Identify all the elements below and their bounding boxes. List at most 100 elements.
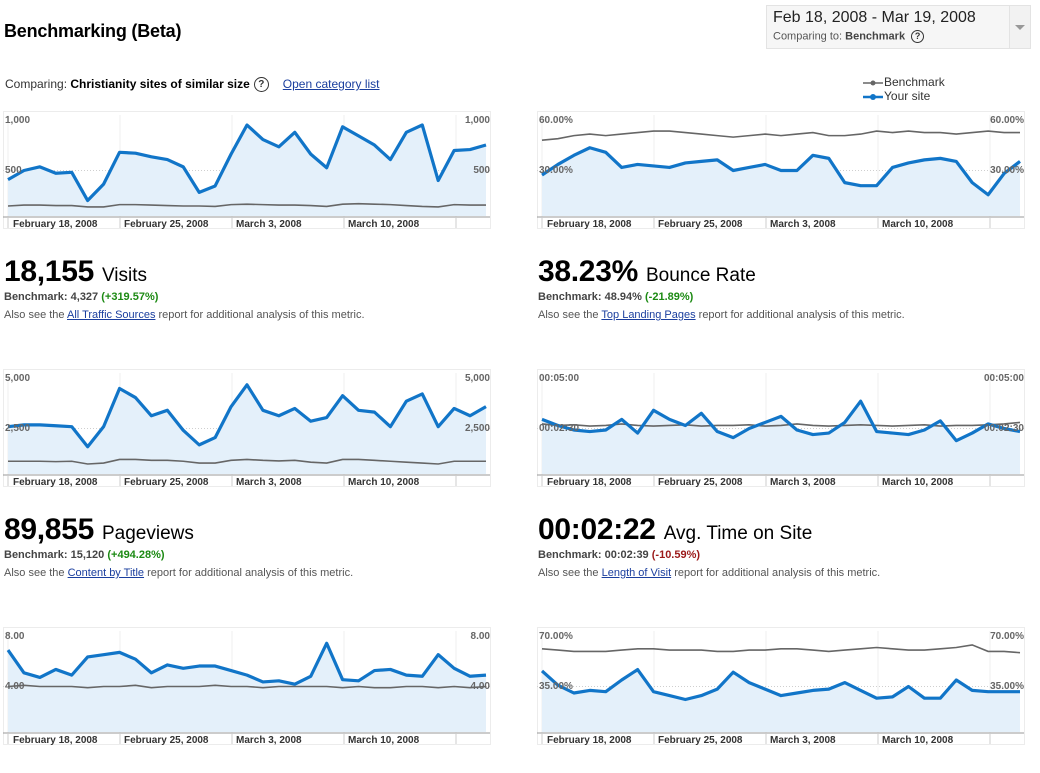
bounce-rate-chart[interactable]: 60.00% 60.00% 30.00% 30.00% February 18, 200… xyxy=(537,111,1034,239)
metric-value: 18,155 xyxy=(4,255,94,288)
metric-value: 38.23% xyxy=(538,255,638,288)
metric-value: 89,855 xyxy=(4,513,94,546)
benchmark-line: Benchmark: 00:02:39 (-10.59%) xyxy=(538,549,701,561)
benchmark-line-icon xyxy=(863,80,883,86)
x-axis-label: February 18, 2008 xyxy=(13,219,98,230)
x-axis-label: March 10, 2008 xyxy=(348,735,420,746)
pageviews-chart[interactable]: 5,000 5,000 2,500 2,500 February 18, 2008 Feb… xyxy=(3,369,500,497)
bounce-rate-metric: 38.23% Bounce Rate Benchmark: 48.94% (-21… xyxy=(538,255,905,321)
date-range-text: Feb 18, 2008 - Mar 19, 2008 xyxy=(773,9,976,26)
chart-canvas xyxy=(537,111,1025,229)
your-site-series-line xyxy=(7,123,487,203)
x-axis-label: February 25, 2008 xyxy=(124,477,209,488)
your-site-area xyxy=(542,401,1020,474)
y-axis-top-label-left: 1,000 xyxy=(5,115,31,126)
content-by-title-link[interactable]: Content by Title xyxy=(67,567,145,579)
y-axis-top-label-left: 70.00% xyxy=(539,631,573,642)
comparing-to-text: Comparing to: Benchmark ? xyxy=(773,30,925,43)
metric-name: Bounce Rate xyxy=(645,265,756,286)
y-axis-top-label-right: 60.00% xyxy=(990,115,1024,126)
your-site-series-line xyxy=(541,146,1021,197)
benchmark-series-line xyxy=(541,421,1021,427)
x-axis-label: March 3, 2008 xyxy=(236,735,302,746)
y-axis-top-label-left: 5,000 xyxy=(5,373,31,384)
y-axis-top-label-right: 70.00% xyxy=(990,631,1024,642)
y-axis-mid-label-right: 2,500 xyxy=(464,422,490,434)
all-traffic-sources-link[interactable]: All Traffic Sources xyxy=(67,309,156,321)
benchmark-line: Benchmark: 48.94% (-21.89%) xyxy=(538,291,694,303)
x-axis-label: February 25, 2008 xyxy=(658,219,743,230)
x-axis-label: February 18, 2008 xyxy=(547,735,632,746)
your-site-series-line xyxy=(7,383,487,449)
legend-benchmark: Benchmark xyxy=(862,75,945,89)
x-axis-label: February 18, 2008 xyxy=(547,477,632,488)
y-axis-top-label-left: 00:05:00 xyxy=(539,373,580,384)
visits-chart[interactable]: 1,000 1,000 500 500 February 18, 2008 Februar… xyxy=(3,111,500,239)
open-category-list-link[interactable]: Open category list xyxy=(282,77,380,91)
y-axis-mid-label-right: 500 xyxy=(473,164,490,176)
y-axis-top-label-right: 5,000 xyxy=(464,373,490,384)
comparing-to-value: Benchmark xyxy=(845,30,906,43)
chevron-down-icon xyxy=(1015,25,1025,30)
pages-per-visit-chart[interactable]: 8.00 8.00 4.00 4.00 February 18, 2008 Februar… xyxy=(3,627,500,755)
your-site-area xyxy=(8,643,486,732)
also-see-text: Also see the Content by Title report for… xyxy=(4,567,354,579)
your-site-area xyxy=(8,125,486,216)
x-axis-label: February 25, 2008 xyxy=(124,735,209,746)
new-visits-chart[interactable]: 70.00% 70.00% 35.00% 35.00% February 18, 200… xyxy=(537,627,1034,755)
chart-canvas xyxy=(537,627,1025,745)
date-range-dropdown-button[interactable] xyxy=(1009,6,1030,48)
help-icon[interactable]: ? xyxy=(253,77,269,93)
x-axis-label: March 10, 2008 xyxy=(882,735,954,746)
your-site-line-icon xyxy=(863,93,883,100)
your-site-series-line xyxy=(540,667,1020,702)
x-axis-label: March 3, 2008 xyxy=(770,735,836,746)
chart-canvas xyxy=(537,369,1025,487)
chart-legend: Benchmark Your site xyxy=(862,75,1040,103)
your-site-series-line xyxy=(541,399,1021,443)
y-axis-top-label-left: 8.00 xyxy=(5,631,25,642)
y-axis-mid-label-left: 500 xyxy=(5,164,22,176)
length-of-visit-link[interactable]: Length of Visit xyxy=(601,567,672,579)
x-axis-label: March 3, 2008 xyxy=(236,477,302,488)
top-landing-pages-link[interactable]: Top Landing Pages xyxy=(601,309,696,321)
x-axis-label: February 18, 2008 xyxy=(13,735,98,746)
x-axis-label: March 10, 2008 xyxy=(348,219,420,230)
date-range-picker[interactable]: Feb 18, 2008 - Mar 19, 2008 Comparing to… xyxy=(766,5,1031,49)
avg-time-chart[interactable]: 00:05:00 00:05:00 00:02:30 00:02:30 February… xyxy=(537,369,1034,497)
also-see-text: Also see the All Traffic Sources report … xyxy=(4,309,365,321)
benchmark-line: Benchmark: 15,120 (+494.28%) xyxy=(4,549,165,561)
y-axis-mid-label-right: 35.00% xyxy=(990,680,1024,692)
metric-name: Pageviews xyxy=(101,523,194,544)
benchmark-series-line xyxy=(541,644,1021,654)
x-axis-label: March 3, 2008 xyxy=(770,477,836,488)
y-axis-mid-label-right: 30.00% xyxy=(990,164,1024,176)
category-name: Christianity sites of similar size xyxy=(70,77,250,91)
x-axis-label: February 25, 2008 xyxy=(124,219,209,230)
y-axis-top-label-left: 60.00% xyxy=(539,115,573,126)
your-site-area xyxy=(542,669,1020,732)
also-see-text: Also see the Top Landing Pages report fo… xyxy=(538,309,905,321)
chart-canvas xyxy=(3,111,491,229)
your-site-series-line xyxy=(6,641,487,686)
x-axis-label: February 25, 2008 xyxy=(658,477,743,488)
x-axis-label: March 10, 2008 xyxy=(882,219,954,230)
chart-canvas xyxy=(3,369,491,487)
metric-name: Visits xyxy=(101,265,148,286)
y-axis-mid-label-right: 00:02:30 xyxy=(983,422,1024,434)
metric-name: Avg. Time on Site xyxy=(663,523,813,544)
comparing-to-label: Comparing to: xyxy=(773,30,843,43)
y-axis-mid-label-left: 2,500 xyxy=(5,422,31,434)
benchmark-series-line xyxy=(541,130,1020,141)
x-axis-label: March 10, 2008 xyxy=(348,477,420,488)
chart-canvas xyxy=(3,627,491,745)
benchmark-series-line xyxy=(7,202,486,208)
help-icon[interactable]: ? xyxy=(911,30,925,43)
y-axis-top-label-right: 00:05:00 xyxy=(983,373,1024,384)
x-axis-label: March 10, 2008 xyxy=(882,477,954,488)
x-axis-label: February 18, 2008 xyxy=(13,477,98,488)
y-axis-mid-label-right: 4.00 xyxy=(470,680,490,692)
pageviews-metric: 89,855 Pageviews Benchmark: 15,120 (+494.… xyxy=(4,513,353,579)
x-axis-label: February 18, 2008 xyxy=(547,219,632,230)
benchmark-line: Benchmark: 4,327 (+319.57%) xyxy=(4,291,159,303)
